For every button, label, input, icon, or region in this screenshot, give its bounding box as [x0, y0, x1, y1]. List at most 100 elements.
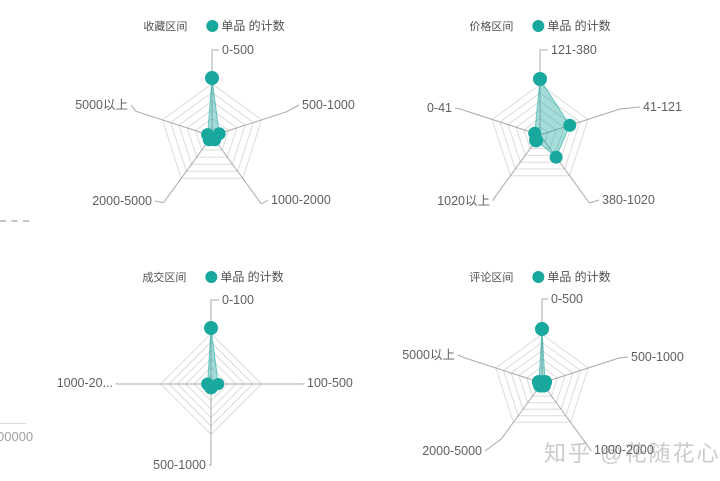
label-leader: [619, 106, 641, 110]
label-leader: [209, 460, 212, 466]
legend-label: 单品 的计数: [221, 19, 285, 33]
grid-ring: [170, 91, 254, 172]
label-leader: [210, 299, 219, 306]
grid-ring: [161, 83, 263, 179]
label-leader: [115, 382, 118, 385]
data-point: [528, 126, 542, 140]
label-leader: [589, 199, 600, 204]
data-point: [201, 377, 215, 391]
label-leader: [286, 104, 300, 113]
axis-label: 0-100: [222, 293, 254, 307]
axis-spoke: [135, 110, 213, 137]
axis-spoke: [163, 135, 213, 203]
axis-label: 1000-2000: [271, 193, 331, 207]
axis-spoke: [464, 357, 543, 384]
axis-label: 0-41: [427, 101, 452, 115]
axis-label: 100-500: [307, 376, 353, 390]
grid-ring: [526, 366, 558, 397]
axis-label: 1020以上: [437, 194, 490, 208]
chart-header-collection: 收藏区间 单品 的计数: [143, 17, 284, 34]
axis-label: 500-1000: [302, 98, 355, 112]
grid-ring: [178, 100, 246, 165]
legend-dot-icon: [532, 19, 545, 32]
legend: 单品 的计数: [532, 17, 611, 34]
label-leader: [539, 49, 548, 56]
label-leader: [541, 298, 548, 305]
label-leader: [130, 104, 137, 112]
axis-spoke: [539, 134, 590, 204]
legend: 单品 的计数: [205, 268, 284, 285]
axis-spoke: [541, 357, 620, 384]
chart-title: 成交区间: [142, 271, 187, 284]
chart-header-price: 价格区间 单品 的计数: [469, 17, 610, 34]
data-point: [204, 321, 218, 335]
axis-label: 5000以上: [402, 348, 455, 362]
axis-label: 500-1000: [153, 458, 206, 472]
label-leader: [492, 198, 495, 202]
axis-label: 0-500: [222, 43, 254, 57]
grid-ring: [495, 333, 589, 423]
axis-label: 1000-2000: [594, 443, 654, 457]
data-area: [534, 77, 571, 159]
data-point: [531, 375, 546, 389]
legend-dot-icon: [205, 270, 218, 283]
legend-label: 单品 的计数: [547, 270, 611, 284]
chart-title: 价格区间: [469, 20, 514, 33]
label-leader: [154, 200, 164, 204]
label-leader: [211, 49, 219, 56]
data-point: [201, 128, 215, 142]
axis-label: 1000-20...: [57, 376, 113, 390]
chart-title: 收藏区间: [143, 20, 188, 33]
axis-label: 380-1020: [602, 193, 655, 207]
grid-ring: [499, 92, 581, 170]
cropped-edge-number: 00000: [0, 429, 34, 444]
chart-title: 评论区间: [469, 271, 514, 284]
legend-dot-icon: [206, 19, 219, 32]
axis-label: 500-1000: [631, 350, 684, 364]
legend: 单品 的计数: [206, 17, 285, 34]
label-leader: [454, 107, 461, 110]
grid-ring: [510, 349, 574, 410]
label-leader: [618, 356, 629, 359]
grid-ring: [515, 109, 565, 156]
axis-spoke: [211, 135, 262, 205]
radar-chart-deals: 0-100 100-500 500-1000 1000-20...: [57, 293, 353, 472]
data-point: [563, 118, 577, 132]
grid-ring: [502, 341, 582, 417]
axis-label: 121-380: [551, 43, 597, 57]
legend-dot-icon: [532, 270, 545, 283]
label-leader: [457, 354, 466, 359]
axis-label: 41-121: [643, 100, 682, 114]
axis-label: 2000-5000: [92, 194, 152, 208]
legend: 单品 的计数: [532, 268, 611, 285]
grid-ring: [518, 358, 566, 404]
radar-chart-collection: 0-500 500-1000 1000-2000 2000-5000 5000以上: [75, 43, 355, 208]
zhihu-watermark: 知乎 @花随花心: [544, 441, 720, 466]
label-leader: [261, 199, 269, 205]
radar-chart-price: 121-380 41-121 380-1020 1020以上 0-41: [427, 43, 682, 208]
legend-label: 单品 的计数: [220, 270, 284, 284]
grid-ring: [186, 109, 238, 158]
label-leader: [484, 438, 502, 452]
axis-spoke: [459, 108, 541, 136]
cropped-edge-line: [0, 423, 26, 424]
axis-label: 0-500: [551, 292, 583, 306]
chart-header-comments: 评论区间 单品 的计数: [469, 268, 610, 285]
legend-label: 单品 的计数: [547, 19, 611, 33]
axis-spoke: [539, 108, 621, 136]
axis-label: 5000以上: [75, 98, 128, 112]
axis-label: 2000-5000: [422, 444, 482, 458]
data-point: [549, 150, 563, 164]
chart-header-deals: 成交区间 单品 的计数: [142, 268, 283, 285]
data-point: [533, 72, 547, 86]
radar-chart-comments: 0-500 500-1000 1000-2000 2000-5000 5000以上: [402, 292, 684, 458]
axis-spoke: [541, 382, 592, 451]
grid-ring: [194, 117, 230, 151]
grid-ring: [523, 117, 557, 150]
cropped-edge-dashes: [0, 220, 29, 222]
data-point: [535, 322, 549, 336]
grid-ring: [491, 83, 589, 177]
axis-spoke: [500, 382, 543, 440]
data-point: [205, 71, 219, 85]
